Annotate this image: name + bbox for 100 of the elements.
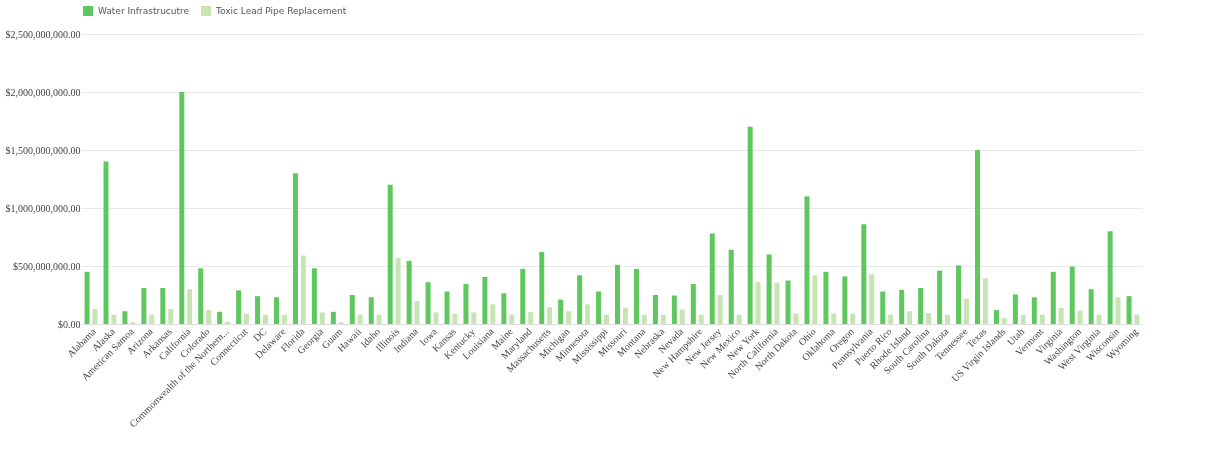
bar [1031, 297, 1037, 324]
bar [974, 150, 980, 324]
bar [755, 282, 761, 324]
bar [660, 314, 666, 324]
bar [357, 314, 363, 324]
bar [520, 268, 526, 324]
bar [850, 313, 856, 324]
bar [728, 249, 734, 324]
y-tick-label: $2,500,000,000.00 [5, 28, 81, 40]
bar [198, 268, 204, 324]
y-tick-label: $1,000,000,000.00 [5, 202, 81, 214]
bar [206, 310, 212, 324]
bar [907, 311, 913, 324]
bar [603, 314, 609, 324]
bar [641, 314, 647, 324]
bar [281, 314, 287, 324]
bar [596, 291, 602, 324]
bar [577, 275, 583, 324]
bar [387, 184, 393, 324]
bar [869, 274, 875, 324]
bar [187, 289, 193, 324]
bar [717, 295, 723, 324]
bar [255, 296, 261, 324]
bar [1126, 296, 1132, 324]
bar [982, 278, 988, 324]
bar [747, 126, 753, 324]
bar [319, 312, 325, 324]
bar [1050, 271, 1056, 324]
bar [179, 92, 185, 324]
bar [501, 293, 507, 324]
bar [899, 289, 905, 324]
bar [376, 314, 382, 324]
bar [823, 271, 829, 324]
bar [103, 161, 109, 324]
bar [274, 297, 280, 324]
bar [774, 282, 780, 324]
bar [926, 312, 932, 324]
y-tick-label: $0.00 [58, 318, 81, 330]
bar [1001, 318, 1007, 324]
bar [880, 291, 886, 324]
bar [944, 314, 950, 324]
bar [1134, 314, 1140, 324]
bar [433, 312, 439, 324]
bar [406, 260, 412, 324]
bar [528, 311, 534, 324]
bar [236, 290, 242, 324]
bar [141, 288, 147, 324]
bar [937, 270, 943, 324]
bar [566, 311, 572, 324]
bar [615, 264, 621, 324]
y-tick-label: $2,000,000,000.00 [5, 86, 81, 98]
bar [482, 277, 488, 324]
bar [539, 252, 545, 324]
bar [1020, 314, 1026, 324]
bar [425, 282, 431, 324]
bar [84, 271, 90, 324]
bar [671, 295, 677, 324]
bar [793, 313, 799, 324]
bar [766, 254, 772, 324]
bar [1012, 294, 1018, 324]
bar [918, 288, 924, 324]
bar [804, 196, 810, 324]
bar [861, 224, 867, 324]
bar [736, 314, 742, 324]
bar [160, 288, 166, 324]
y-tick-label: $1,500,000,000.00 [5, 144, 81, 156]
bar [349, 295, 355, 324]
bar [622, 307, 628, 324]
bar [547, 307, 553, 324]
bar [831, 313, 837, 324]
bar [444, 291, 450, 324]
bar [1077, 310, 1083, 324]
bar [558, 299, 564, 324]
bar [956, 265, 962, 324]
bar [509, 314, 515, 324]
bar [452, 313, 458, 324]
bar [414, 300, 420, 324]
bar [217, 311, 223, 324]
bar [244, 313, 250, 324]
bar [993, 310, 999, 324]
bar [1058, 307, 1064, 324]
bar [690, 283, 696, 324]
bar [652, 295, 658, 324]
bar [1069, 266, 1075, 324]
bar [490, 304, 496, 324]
bar [585, 304, 591, 324]
bar [785, 280, 791, 324]
legend-label: Toxic Lead Pipe Replacement [215, 6, 347, 16]
bar [888, 314, 894, 324]
bar [292, 173, 298, 324]
bar [300, 255, 306, 324]
bar [709, 233, 715, 324]
bar [463, 283, 469, 324]
bar [1039, 314, 1045, 324]
bar [633, 268, 639, 324]
bar [311, 268, 317, 324]
bar [812, 275, 818, 324]
bar [842, 276, 848, 324]
bar [111, 314, 117, 324]
bar [262, 314, 268, 324]
